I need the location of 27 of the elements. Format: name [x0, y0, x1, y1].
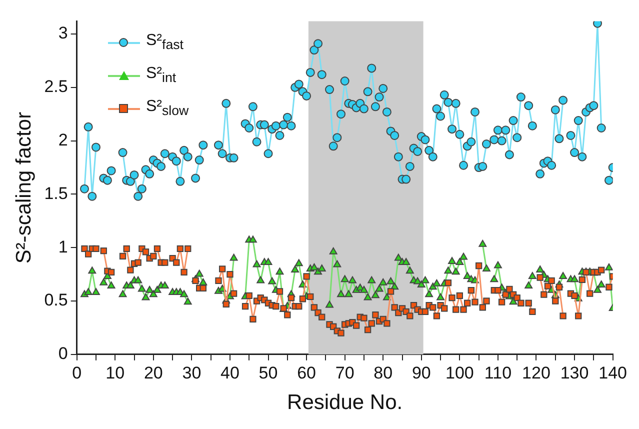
x-tick-label: 100	[445, 363, 474, 382]
x-tick-label: 140	[598, 363, 628, 382]
x-tick-label: 50	[258, 363, 278, 382]
y-tick-label: 2	[58, 130, 68, 150]
legend-label: S²$_{fast}$	[146, 32, 184, 53]
legend-label: S²$_{int}$	[146, 65, 176, 86]
y-tick-label: 1.5	[44, 184, 68, 203]
y-tick-label: 0	[58, 344, 68, 364]
y-tick-label: 2.5	[44, 77, 68, 96]
legend-label: S²$_{slow}$	[146, 98, 189, 119]
x-tick-label: 40	[220, 363, 240, 382]
y-tick-label: 0.5	[44, 290, 68, 310]
x-tick-label: 70	[335, 363, 354, 382]
x-tick-label: 110	[484, 363, 512, 382]
y-tick-label: 3	[58, 24, 68, 43]
x-axis-title: Residue No.	[287, 391, 403, 414]
x-tick-label: 10	[106, 363, 125, 382]
x-tick-label: 120	[522, 363, 550, 382]
y-tick-label: 1	[58, 237, 68, 256]
x-tick-label: 30	[182, 363, 202, 382]
x-tick-label: 60	[297, 363, 316, 382]
x-tick-label: 90	[412, 363, 431, 382]
x-tick-label: 20	[144, 363, 163, 382]
y-axis-title: S²-scaling factor	[12, 112, 36, 264]
x-tick-label: 80	[374, 363, 393, 382]
x-tick-label: 130	[560, 363, 589, 382]
x-tick-label: 0	[72, 363, 82, 382]
